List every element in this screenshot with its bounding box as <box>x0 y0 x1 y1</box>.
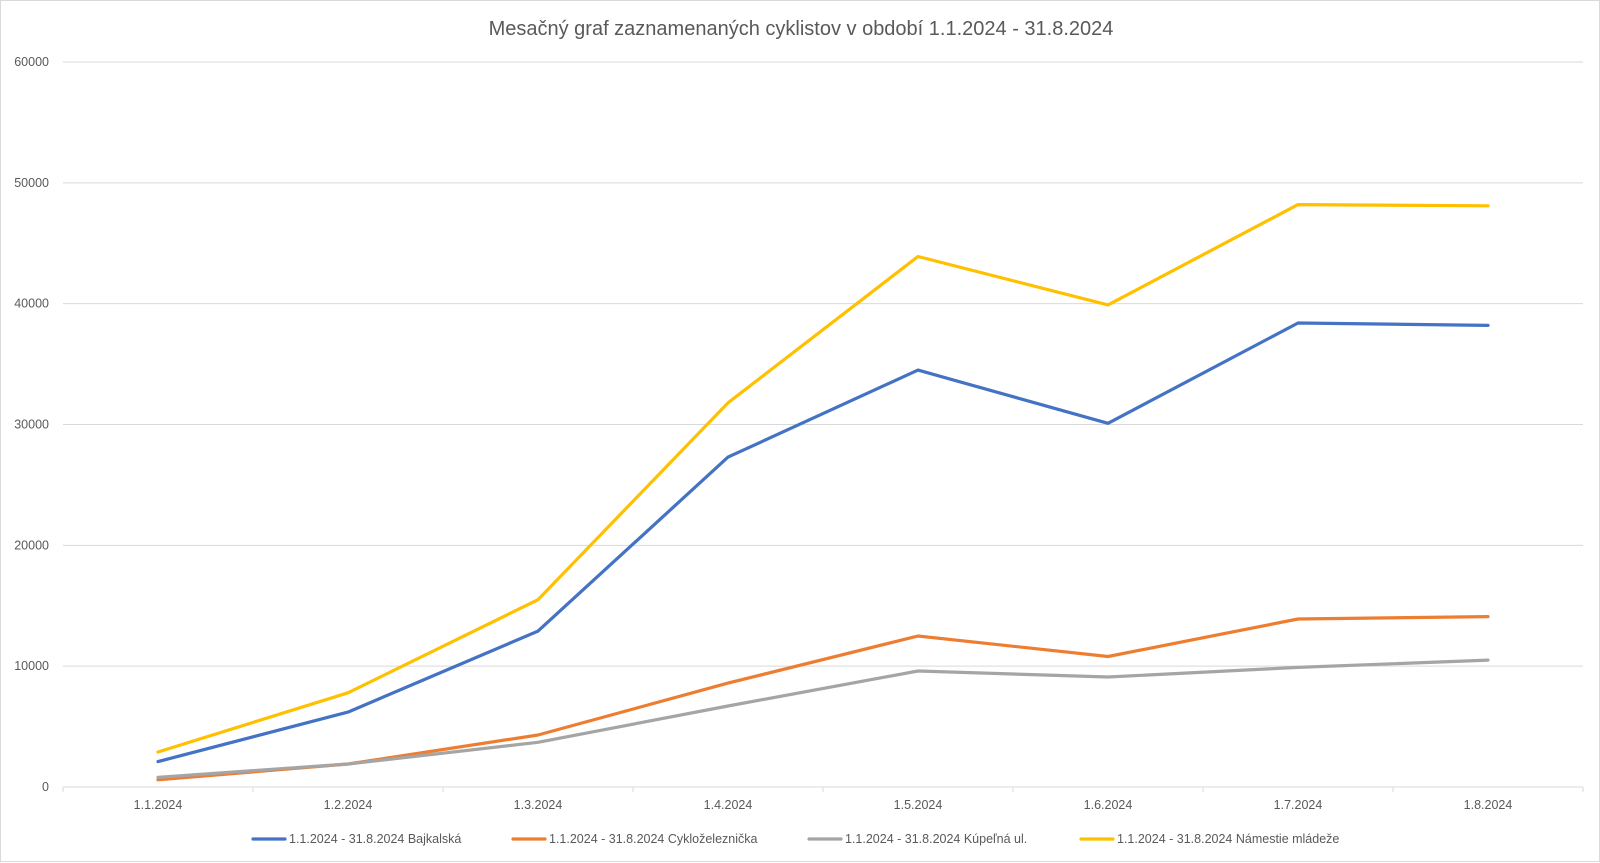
series-line-1 <box>156 321 1490 764</box>
y-axis: 0 10000 20000 30000 40000 50000 60000 <box>14 55 49 794</box>
x-tick-label: 1.2.2024 <box>324 798 373 812</box>
x-tick-label: 1.7.2024 <box>1274 798 1323 812</box>
x-tick-label: 1.1.2024 <box>134 798 183 812</box>
x-tick-label: 1.5.2024 <box>894 798 943 812</box>
series-lines <box>156 203 1490 782</box>
legend: 1.1.2024 - 31.8.2024 Bajkalská 1.1.2024 -… <box>251 832 1339 846</box>
x-tick-label: 1.4.2024 <box>704 798 753 812</box>
x-tick-label: 1.8.2024 <box>1464 798 1513 812</box>
series-line-3 <box>156 658 1490 779</box>
y-tick-label: 40000 <box>14 297 49 311</box>
y-tick-label: 60000 <box>14 55 49 69</box>
series-line-2 <box>156 614 1490 782</box>
legend-label: 1.1.2024 - 31.8.2024 Bajkalská <box>289 832 461 846</box>
legend-label: 1.1.2024 - 31.8.2024 Kúpeľná ul. <box>845 832 1027 846</box>
x-tick-label: 1.3.2024 <box>514 798 563 812</box>
legend-label: 1.1.2024 - 31.8.2024 Námestie mládeže <box>1117 832 1339 846</box>
series-line-4 <box>156 203 1490 754</box>
y-tick-label: 0 <box>42 780 49 794</box>
y-tick-label: 10000 <box>14 659 49 673</box>
y-tick-label: 30000 <box>14 418 49 432</box>
x-tick-label: 1.6.2024 <box>1084 798 1133 812</box>
chart-title: Mesačný graf zaznamenaných cyklistov v o… <box>489 18 1114 40</box>
legend-label: 1.1.2024 - 31.8.2024 Cykloželeznička <box>549 832 758 846</box>
gridlines <box>63 61 1583 667</box>
y-tick-label: 50000 <box>14 176 49 190</box>
x-axis: 1.1.2024 1.2.2024 1.3.2024 1.4.2024 1.5.2024… <box>62 786 1584 812</box>
y-tick-label: 20000 <box>14 538 49 552</box>
